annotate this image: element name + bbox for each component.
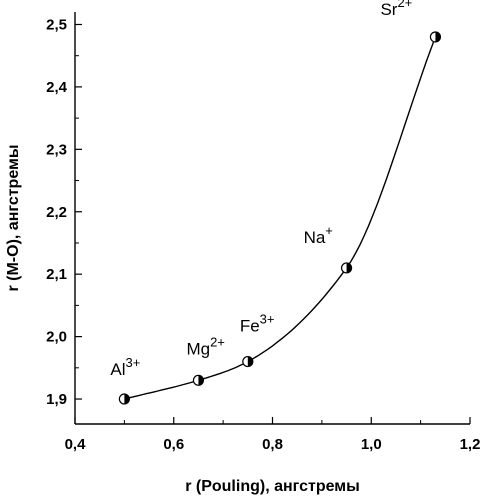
y-tick-label: 2,4: [46, 79, 68, 96]
data-point: [429, 31, 442, 43]
y-tick-label: 2,2: [46, 204, 67, 221]
data-point: [118, 393, 130, 405]
x-tick-label: 0,4: [65, 436, 87, 453]
y-tick-label: 2,0: [46, 329, 67, 346]
point-fill: [198, 375, 204, 386]
point-labels: Al3+ Mg2+ Fe3+ Na+ Sr2+: [110, 0, 412, 379]
x-ticks: 0,4 0,6 0,8 1,0 1,2: [65, 417, 481, 453]
point-label: Fe3+: [240, 312, 275, 336]
x-tick-label: 0,6: [163, 436, 184, 453]
x-tick-label: 1,2: [460, 436, 481, 453]
point-fill: [247, 356, 253, 367]
data-point: [340, 262, 353, 274]
point-fill: [346, 262, 352, 273]
data-points: [118, 31, 442, 405]
y-tick-label: 1,9: [46, 391, 67, 408]
point-label: Al3+: [110, 355, 140, 379]
y-axis-title: r (M-O), ангстремы: [5, 144, 22, 291]
y-tick-label: 2,3: [46, 141, 67, 158]
point-fill: [435, 31, 441, 42]
x-axis-title: r (Pouling), ангстремы: [185, 478, 360, 495]
point-label: Na+: [304, 223, 333, 247]
y-tick-label: 2,5: [46, 16, 67, 33]
x-tick-label: 0,8: [262, 436, 283, 453]
point-fill: [124, 394, 130, 405]
y-tick-label: 2,1: [46, 266, 67, 283]
x-tick-label: 1,0: [361, 436, 382, 453]
point-label: Sr2+: [380, 0, 412, 19]
point-label: Mg2+: [186, 334, 224, 358]
data-point: [192, 374, 205, 386]
fit-curve: [124, 36, 437, 400]
data-point: [242, 355, 254, 368]
y-ticks: 1,9 2,0 2,1 2,2 2,3 2,4 2,5: [46, 16, 82, 408]
